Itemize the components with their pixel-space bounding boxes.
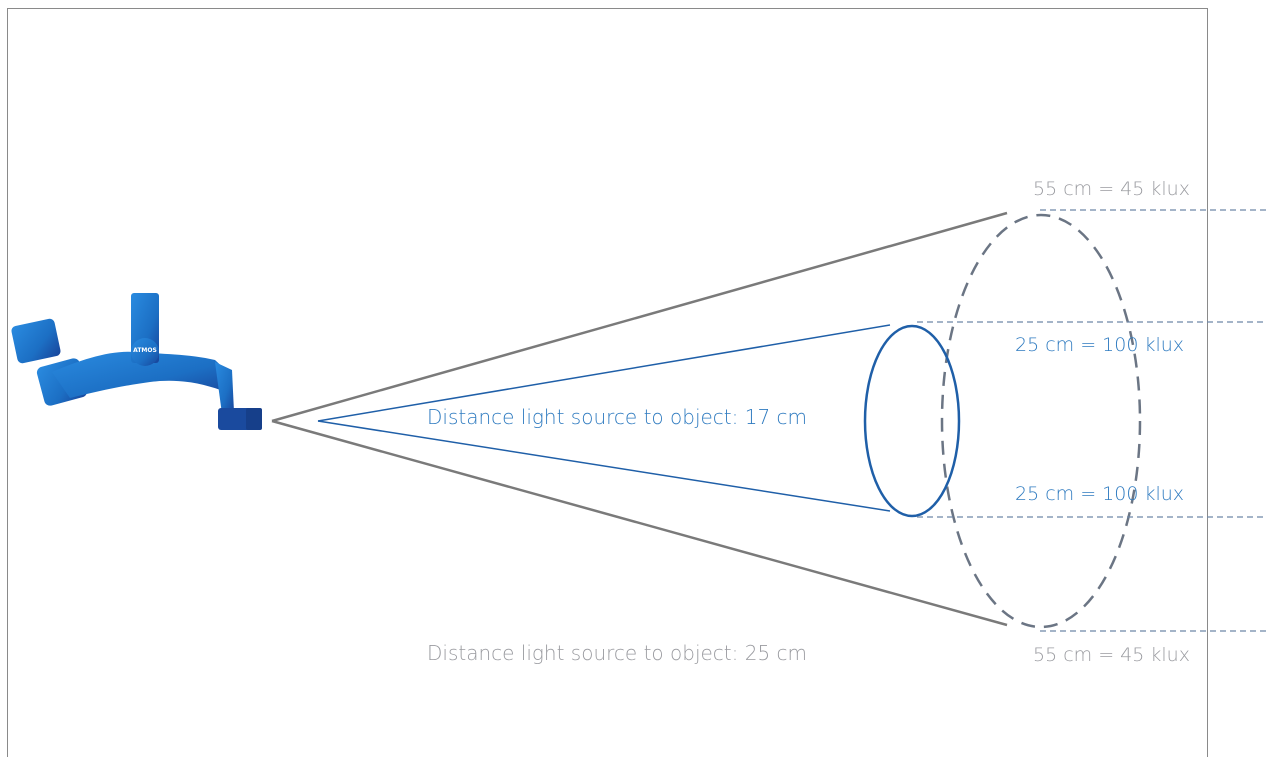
outer-beam-bottom-line: [271, 419, 1008, 627]
outer-top-value-label: 55 cm = 45 klux: [1033, 178, 1190, 200]
inner-beam-bottom-line: [317, 420, 891, 512]
outer-beam-top-line: [271, 211, 1008, 423]
inner-beam-top-line: [317, 324, 891, 422]
diagram-frame: [7, 8, 1208, 757]
surgical-headlight-lamp-icon: [11, 293, 262, 430]
outer-bottom-value-label: 55 cm = 45 klux: [1033, 644, 1190, 666]
inner-top-value-label: 25 cm = 100 klux: [1015, 334, 1185, 356]
inner-distance-label: Distance light source to object: 17 cm: [427, 405, 808, 429]
outer-light-spot: [940, 213, 1142, 629]
inner-light-spot: [863, 324, 961, 518]
logo-text: ATMOS: [133, 347, 157, 354]
outer-distance-label: Distance light source to object: 25 cm: [427, 641, 808, 665]
inner-bottom-value-label: 25 cm = 100 klux: [1015, 483, 1185, 505]
